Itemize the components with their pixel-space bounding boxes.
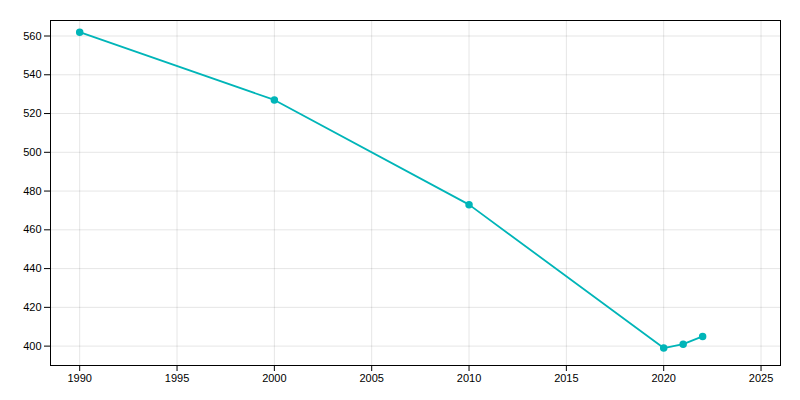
svg-text:420: 420: [23, 301, 41, 313]
svg-text:520: 520: [23, 107, 41, 119]
svg-text:500: 500: [23, 146, 41, 158]
svg-text:480: 480: [23, 185, 41, 197]
svg-text:2005: 2005: [359, 372, 383, 384]
svg-text:2010: 2010: [457, 372, 481, 384]
svg-text:400: 400: [23, 340, 41, 352]
svg-text:2025: 2025: [749, 372, 773, 384]
svg-text:1995: 1995: [165, 372, 189, 384]
svg-text:560: 560: [23, 30, 41, 42]
svg-text:540: 540: [23, 68, 41, 80]
svg-text:2015: 2015: [554, 372, 578, 384]
svg-text:1990: 1990: [67, 372, 91, 384]
svg-text:2000: 2000: [262, 372, 286, 384]
svg-text:2020: 2020: [651, 372, 675, 384]
svg-text:460: 460: [23, 223, 41, 235]
svg-text:440: 440: [23, 262, 41, 274]
